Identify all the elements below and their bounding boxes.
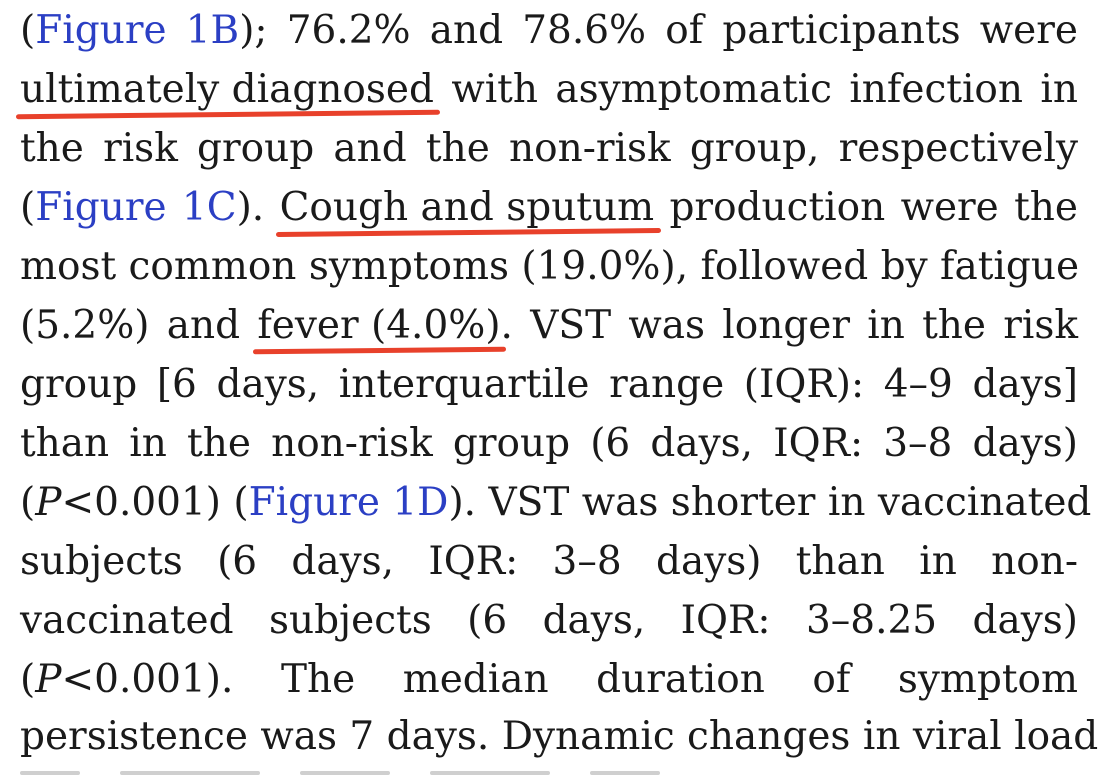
text-run: ); 76.2% and 78.6% of participants were	[239, 8, 1078, 53]
highlight-fever: fever (4.0%)	[257, 297, 500, 355]
text-line-11: vaccinated subjects (6 days, IQR: 3–8.25…	[20, 592, 1078, 650]
text-run: persistence was 7 days. Dynamic changes …	[20, 714, 1099, 759]
text-run: (	[20, 185, 36, 230]
cut-off-next-line	[20, 762, 1078, 776]
figure-1b-link[interactable]: Figure 1B	[35, 8, 240, 53]
p-value-symbol: P	[35, 657, 62, 702]
text-run: (5.2%) and	[20, 303, 258, 348]
text-run: most common symptoms (19.0%), followed b…	[20, 244, 1080, 289]
text-line-9: (P<0.001) (Figure 1D). VST was shorter i…	[20, 474, 1091, 532]
text-run: . VST was longer in the risk	[500, 303, 1078, 348]
text-run: vaccinated subjects (6 days, IQR: 3–8.25…	[20, 598, 1078, 643]
text-run: subjects (6 days, IQR: 3–8 days) than in…	[20, 539, 1078, 584]
text-run: ). VST was shorter in vaccinated	[448, 480, 1092, 525]
text-run: with asymptomatic infection in	[433, 67, 1078, 112]
text-run: (	[20, 657, 36, 702]
highlight-ultimately-diagnosed: ultimately diagnosed	[20, 61, 434, 119]
text-run: production were the	[654, 185, 1078, 230]
text-line-3: the risk group and the non-risk group, r…	[20, 120, 1078, 178]
text-run: the risk group and the non-risk group, r…	[20, 126, 1078, 171]
text-fragment	[20, 771, 80, 775]
text-run: <0.001). The median duration of symptom	[61, 657, 1078, 702]
text-run: (	[20, 480, 36, 525]
text-fragment	[120, 771, 260, 775]
highlight-cough-and-sputum: Cough and sputum	[280, 179, 655, 237]
text-line-7: group [6 days, interquartile range (IQR)…	[20, 356, 1078, 414]
text-run: ).	[236, 185, 280, 230]
text-line-1: (Figure 1B); 76.2% and 78.6% of particip…	[20, 2, 1078, 60]
text-line-13: persistence was 7 days. Dynamic changes …	[20, 708, 1098, 766]
text-run: than in the non-risk group (6 days, IQR:…	[20, 421, 1078, 466]
text-line-12: (P<0.001). The median duration of sympto…	[20, 651, 1078, 709]
figure-1d-link[interactable]: Figure 1D	[248, 480, 449, 525]
text-fragment	[430, 771, 550, 775]
figure-1c-link[interactable]: Figure 1C	[35, 185, 237, 230]
text-line-8: than in the non-risk group (6 days, IQR:…	[20, 415, 1078, 473]
text-line-10: subjects (6 days, IQR: 3–8 days) than in…	[20, 533, 1078, 591]
text-run: <0.001) (	[61, 480, 249, 525]
text-line-4: (Figure 1C). Cough and sputum production…	[20, 179, 1078, 237]
text-fragment	[300, 771, 390, 775]
text-line-5: most common symptoms (19.0%), followed b…	[20, 238, 1080, 296]
text-line-6: (5.2%) and fever (4.0%). VST was longer …	[20, 297, 1078, 355]
text-line-2: ultimately diagnosed with asymptomatic i…	[20, 61, 1078, 119]
text-fragment	[590, 771, 660, 775]
text-run: group [6 days, interquartile range (IQR)…	[20, 362, 1078, 407]
text-run: (	[20, 8, 36, 53]
p-value-symbol: P	[35, 480, 62, 525]
